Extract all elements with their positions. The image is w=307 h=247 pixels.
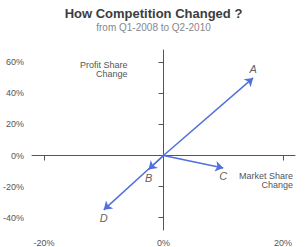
svg-text:D: D <box>100 212 108 224</box>
svg-text:A: A <box>248 63 256 75</box>
svg-text:0%: 0% <box>157 238 170 247</box>
svg-text:Market Share: Market Share <box>239 171 293 181</box>
svg-text:60%: 60% <box>6 57 24 67</box>
svg-text:B: B <box>145 172 152 184</box>
svg-text:40%: 40% <box>6 88 24 98</box>
svg-text:-40%: -40% <box>3 213 24 223</box>
svg-text:20%: 20% <box>6 119 24 129</box>
svg-text:-20%: -20% <box>3 182 24 192</box>
svg-text:C: C <box>219 170 227 182</box>
svg-text:How Competition Changed ?: How Competition Changed ? <box>65 6 243 21</box>
svg-text:from Q1-2008 to Q2-2010: from Q1-2008 to Q2-2010 <box>96 22 211 33</box>
svg-text:20%: 20% <box>274 238 292 247</box>
svg-text:Change: Change <box>261 180 293 190</box>
svg-text:0%: 0% <box>11 151 24 161</box>
svg-text:Change: Change <box>96 69 128 79</box>
svg-text:-20%: -20% <box>33 238 54 247</box>
svg-text:Profit Share: Profit Share <box>80 59 128 70</box>
